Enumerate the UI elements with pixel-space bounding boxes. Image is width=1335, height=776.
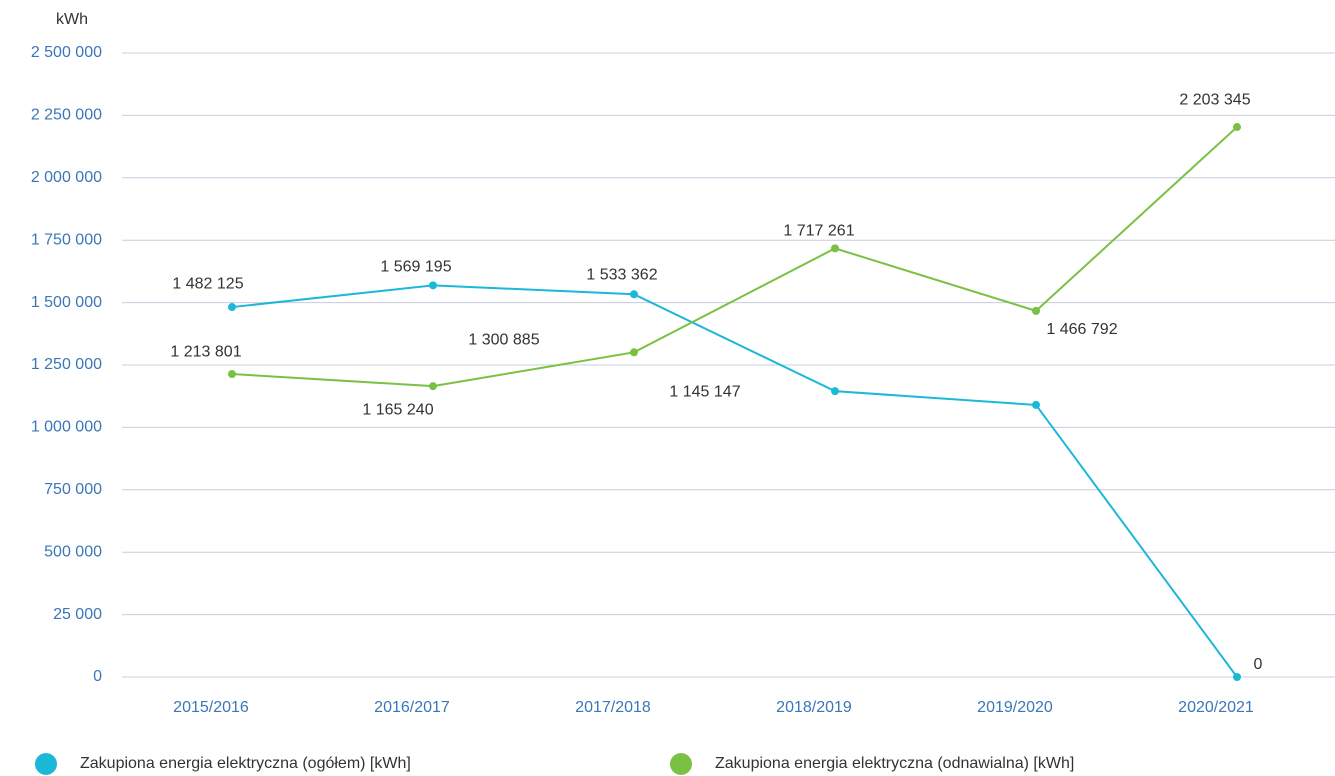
data-point [630,290,638,299]
x-tick-label: 2018/2019 [776,699,852,716]
y-tick-label: 2 000 000 [31,169,102,186]
data-point [1233,123,1241,132]
y-tick-label: 0 [93,668,102,685]
data-point [1233,673,1241,681]
data-point [1032,400,1040,409]
y-tick-label: 500 000 [44,543,102,560]
data-label: 0 [1254,656,1263,673]
data-label: 1 213 801 [170,343,241,360]
x-tick-label: 2019/2020 [977,699,1053,716]
y-tick-label: 2 250 000 [31,107,102,124]
data-point [630,348,638,357]
legend-swatch [670,753,692,775]
data-point [429,382,437,391]
data-point [831,244,839,253]
y-axis-unit: kWh [56,11,88,28]
series-line [231,126,1238,388]
y-tick-label: 1 000 000 [31,419,102,436]
y-tick-label: 1 250 000 [31,356,102,373]
data-label: 1 466 792 [1046,321,1117,338]
data-point [429,281,437,290]
data-point [228,303,236,312]
legend-swatch [35,753,57,775]
data-label: 1 533 362 [586,266,657,283]
data-label: 1 165 240 [362,401,433,418]
x-tick-label: 2017/2018 [575,699,651,716]
y-tick-label: 1 750 000 [31,231,102,248]
y-tick-label: 750 000 [44,481,102,498]
legend-label: Zakupiona energia elektryczna (odnawialn… [715,755,1074,772]
data-label: 1 300 885 [468,332,539,349]
y-tick-label: 1 500 000 [31,294,102,311]
data-label: 1 569 195 [380,259,451,276]
x-tick-label: 2020/2021 [1178,699,1254,716]
legend-label: Zakupiona energia elektryczna (ogółem) [… [80,755,411,772]
data-point [831,387,839,396]
data-label: 1 717 261 [783,223,854,240]
data-label: 1 482 125 [172,275,243,292]
x-tick-label: 2015/2016 [173,699,249,716]
data-label: 1 145 147 [669,383,740,400]
series-line [231,284,1238,678]
y-tick-label: 2 500 000 [31,44,102,61]
data-point [228,370,236,379]
data-point [1032,306,1040,315]
y-tick-label: 25 000 [53,606,102,623]
x-tick-label: 2016/2017 [374,699,450,716]
data-label: 2 203 345 [1179,91,1250,108]
